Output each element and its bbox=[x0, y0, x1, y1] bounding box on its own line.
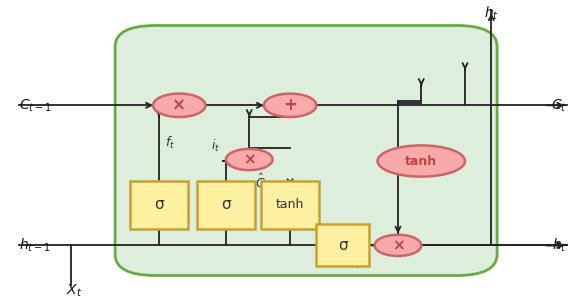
Ellipse shape bbox=[374, 235, 421, 256]
Ellipse shape bbox=[153, 94, 206, 117]
Text: $o_t$: $o_t$ bbox=[349, 257, 362, 271]
Ellipse shape bbox=[377, 145, 465, 177]
Text: σ: σ bbox=[221, 197, 231, 212]
Text: $h_t$: $h_t$ bbox=[484, 4, 499, 22]
Text: σ: σ bbox=[338, 238, 347, 253]
Text: $i_t$: $i_t$ bbox=[211, 138, 220, 154]
FancyBboxPatch shape bbox=[316, 224, 369, 267]
Text: $f_t$: $f_t$ bbox=[165, 135, 175, 151]
Text: $C_{t-1}$: $C_{t-1}$ bbox=[19, 97, 52, 113]
Text: $C_t$: $C_t$ bbox=[551, 97, 567, 113]
Text: ×: × bbox=[172, 96, 186, 114]
Text: +: + bbox=[283, 96, 297, 114]
Ellipse shape bbox=[264, 94, 316, 117]
FancyBboxPatch shape bbox=[197, 181, 255, 229]
Text: $\hat{C}_t$: $\hat{C}_t$ bbox=[255, 171, 270, 192]
Text: tanh: tanh bbox=[276, 198, 304, 211]
Text: $h_{t-1}$: $h_{t-1}$ bbox=[19, 237, 50, 254]
Text: tanh: tanh bbox=[406, 154, 437, 168]
FancyBboxPatch shape bbox=[130, 181, 188, 229]
FancyBboxPatch shape bbox=[261, 181, 319, 229]
Ellipse shape bbox=[226, 149, 272, 170]
Text: ×: × bbox=[391, 238, 404, 253]
FancyBboxPatch shape bbox=[115, 26, 497, 275]
Text: $h_t$: $h_t$ bbox=[552, 237, 567, 254]
Text: σ: σ bbox=[154, 197, 163, 212]
Text: ×: × bbox=[243, 152, 255, 167]
Text: $X_t$: $X_t$ bbox=[66, 282, 82, 299]
